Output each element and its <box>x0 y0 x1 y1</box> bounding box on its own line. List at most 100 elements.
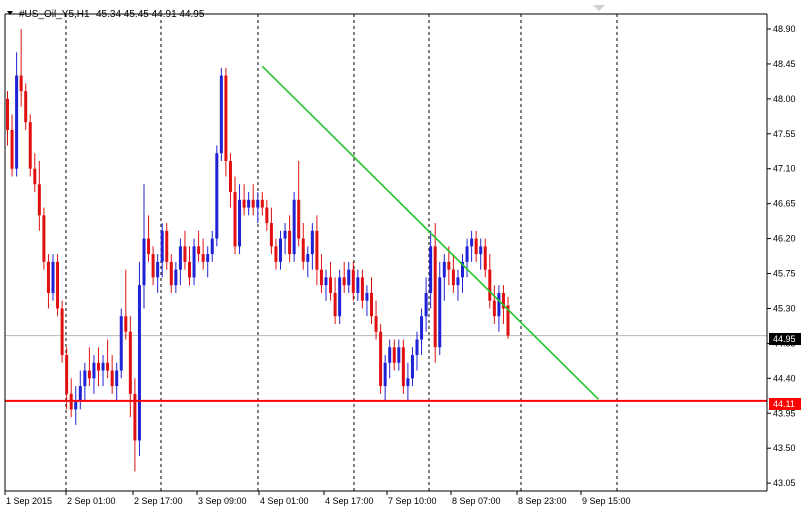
menu-triangle-down-icon[interactable] <box>7 11 13 15</box>
ohlc-label: 45.34 45.45 44.91 44.95 <box>96 9 205 20</box>
candle <box>137 261 141 456</box>
y-tick-label: 43.50 <box>773 443 796 453</box>
candle-body <box>342 277 346 286</box>
candle-body <box>192 246 196 278</box>
candle-body <box>33 168 37 185</box>
candle-body <box>87 370 91 379</box>
candle <box>438 261 442 356</box>
candle-body <box>219 75 223 154</box>
candle <box>342 261 346 293</box>
candle-body <box>256 199 260 208</box>
candle <box>497 285 501 332</box>
support-level-tag: 44.11 <box>773 399 795 409</box>
candle-body <box>479 246 483 255</box>
y-tick-label: 43.95 <box>773 408 796 418</box>
candle <box>269 207 273 255</box>
x-tick-label: 9 Sep 15:00 <box>582 496 631 506</box>
candle <box>197 230 201 262</box>
candle-body <box>442 261 446 278</box>
candle-body <box>424 292 428 317</box>
candle <box>215 145 219 247</box>
candle <box>461 254 464 293</box>
candle <box>233 176 237 255</box>
candle <box>274 238 278 270</box>
candle <box>65 347 69 410</box>
candle-body <box>315 230 319 270</box>
candle-body <box>106 362 110 371</box>
candle-body <box>247 199 251 208</box>
candle <box>288 215 292 262</box>
candle <box>370 277 373 324</box>
candles-layer <box>6 29 510 472</box>
candle <box>15 52 19 177</box>
x-tick-label: 8 Sep 23:00 <box>518 496 567 506</box>
candle-body <box>492 300 496 317</box>
candle <box>315 215 319 286</box>
candle-body <box>474 238 478 255</box>
candle-body <box>324 277 328 286</box>
candle-body <box>46 261 50 293</box>
candle-body <box>456 277 460 286</box>
candle-body <box>319 269 323 286</box>
candle-body <box>379 331 383 387</box>
y-tick-label: 44.40 <box>773 373 796 383</box>
candle-body <box>92 362 96 379</box>
candle <box>410 347 414 387</box>
y-tick-label: 46.20 <box>773 234 796 244</box>
candle <box>356 269 360 301</box>
candle-body <box>329 277 333 293</box>
candle-body <box>497 292 501 317</box>
corner-triangle-down-icon[interactable] <box>593 5 605 11</box>
candle <box>374 300 378 340</box>
candle <box>133 378 137 472</box>
candle <box>406 362 410 402</box>
candle <box>33 153 37 193</box>
candle-body <box>501 292 505 309</box>
y-tick-label: 43.05 <box>773 478 796 488</box>
candle <box>165 223 169 270</box>
candle-body <box>42 215 46 262</box>
candle-body <box>60 308 64 356</box>
candle-body <box>365 292 369 301</box>
y-tick-label: 46.65 <box>773 199 796 209</box>
candle <box>447 246 451 286</box>
candle-body <box>137 285 141 441</box>
candle-body <box>169 261 173 286</box>
candle <box>78 370 82 410</box>
candle <box>242 184 246 216</box>
candle-body <box>306 254 310 262</box>
y-tick-label: 48.90 <box>773 24 796 34</box>
candle-body <box>406 378 410 387</box>
candle-body <box>401 347 405 387</box>
candle <box>401 339 405 394</box>
candle <box>201 238 205 270</box>
candle <box>479 238 483 270</box>
candle-body <box>347 269 351 286</box>
candle-body <box>433 246 437 348</box>
candle-body <box>83 370 87 387</box>
candle <box>415 331 419 371</box>
candle <box>156 254 160 293</box>
candle <box>46 254 50 309</box>
candle <box>488 254 492 309</box>
candle-body <box>56 261 60 309</box>
candle-body <box>288 230 292 255</box>
candle-body <box>228 160 232 193</box>
candle <box>192 238 196 286</box>
candle-body <box>178 246 182 270</box>
candle <box>42 207 46 270</box>
candle <box>119 308 123 379</box>
candle <box>92 355 96 394</box>
candle <box>388 339 392 379</box>
candle-body <box>251 199 255 208</box>
candle-body <box>51 261 55 293</box>
candle-body <box>470 238 474 247</box>
candle-body <box>133 393 137 441</box>
candle-body <box>128 331 132 394</box>
candle <box>379 323 383 394</box>
candle <box>51 254 55 301</box>
candle-body <box>160 230 164 262</box>
candle <box>115 362 119 402</box>
